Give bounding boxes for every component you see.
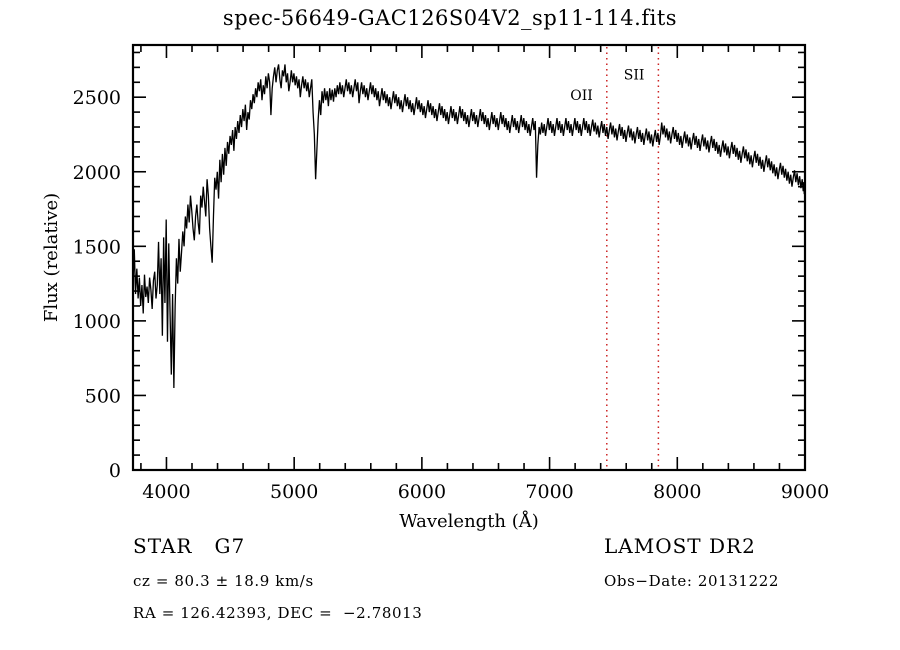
y-tick-label: 2000 xyxy=(73,162,121,184)
y-tick-label: 1000 xyxy=(73,311,121,333)
x-axis-tick-labels: 4000 5000 6000 7000 8000 9000 xyxy=(142,481,829,503)
y-tick-label: 2500 xyxy=(73,87,121,109)
y-tick-label: 1500 xyxy=(73,236,121,258)
coordinates-label: RA = 126.42393, DEC = −2.78013 xyxy=(133,604,423,622)
x-tick-label: 9000 xyxy=(781,481,829,503)
y-axis-ticks xyxy=(133,51,805,471)
x-tick-label: 7000 xyxy=(525,481,573,503)
observation-date-label: Obs−Date: 20131222 xyxy=(604,572,780,590)
x-axis-title: Wavelength (Å) xyxy=(399,510,539,532)
x-tick-label: 4000 xyxy=(142,481,190,503)
object-class-label: STAR G7 xyxy=(133,534,246,558)
spectrum-trace xyxy=(134,64,804,388)
line-label-oii: OII xyxy=(570,88,593,104)
survey-label: LAMOST DR2 xyxy=(604,534,756,558)
x-tick-label: 6000 xyxy=(398,481,446,503)
x-tick-label: 8000 xyxy=(653,481,701,503)
y-axis-title: Flux (relative) xyxy=(41,193,62,322)
plot-frame xyxy=(131,43,807,472)
redshift-velocity-label: cz = 80.3 ± 18.9 km/s xyxy=(133,572,314,590)
spectrum-layer xyxy=(134,64,804,388)
y-axis-tick-labels: 0 500 1000 1500 2000 2500 xyxy=(73,87,121,482)
page-title: spec-56649-GAC126S04V2_sp11-114.fits xyxy=(222,6,678,30)
y-tick-label: 500 xyxy=(85,385,121,407)
x-tick-label: 5000 xyxy=(270,481,318,503)
y-tick-label: 0 xyxy=(109,460,121,482)
x-axis-ticks xyxy=(140,45,806,470)
line-label-sii: SII xyxy=(624,67,645,83)
